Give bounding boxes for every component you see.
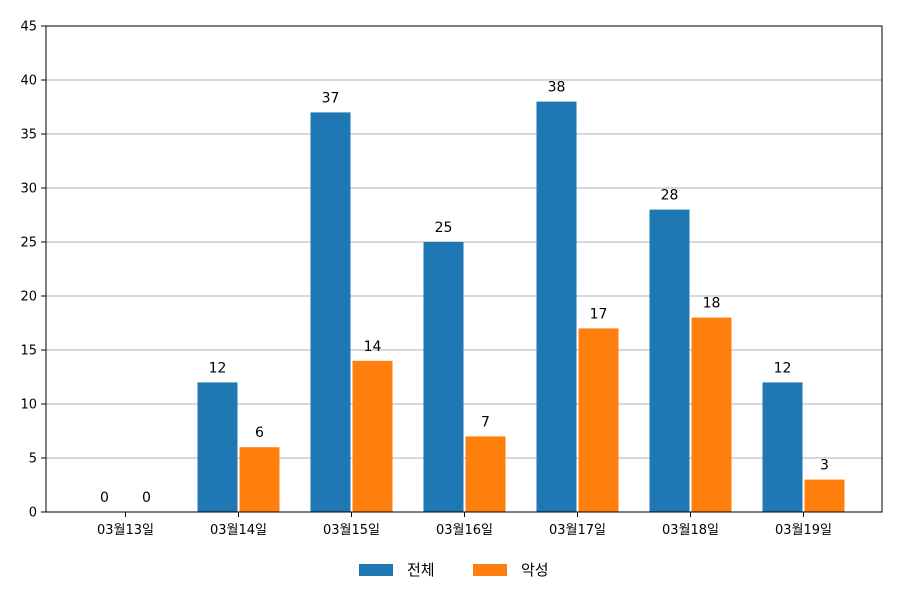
data-label: 38: [548, 80, 566, 96]
bar-malicious: [352, 360, 393, 512]
y-tick-label: 30: [20, 182, 37, 197]
legend-swatch: [473, 564, 507, 576]
bar-total: [310, 112, 351, 513]
data-label: 12: [774, 360, 792, 376]
x-tick-label: 03월18일: [662, 523, 719, 538]
bar-total: [536, 101, 577, 512]
y-tick-label: 35: [20, 128, 37, 143]
plot-frame: [45, 25, 883, 513]
y-tick-label: 25: [20, 236, 37, 251]
grid-lines: [46, 25, 882, 459]
data-label: 28: [661, 188, 679, 204]
bar-total: [649, 209, 690, 512]
y-tick-label: 10: [20, 398, 37, 413]
data-label: 12: [209, 360, 227, 376]
data-label: 25: [435, 220, 453, 236]
data-label: 7: [481, 414, 490, 430]
bar-malicious: [691, 317, 732, 512]
data-label: 6: [255, 425, 264, 441]
bar-total: [423, 242, 464, 512]
y-tick-label: 45: [20, 20, 37, 35]
y-tick-label: 0: [29, 506, 37, 521]
bar-malicious: [804, 479, 845, 512]
y-tick-label: 40: [20, 74, 37, 89]
data-label: 18: [703, 296, 721, 312]
bar-malicious: [578, 328, 619, 512]
legend: 전체 악성: [359, 561, 549, 579]
bar-malicious: [239, 447, 280, 512]
data-label: 14: [364, 339, 382, 355]
x-tick-label: 03월13일: [97, 523, 154, 538]
y-tick-label: 5: [29, 452, 37, 467]
legend-swatch: [359, 564, 393, 576]
data-label: 37: [322, 90, 340, 106]
y-tick-label: 20: [20, 290, 37, 305]
bar-malicious: [465, 436, 506, 512]
data-labels: 0 0 12 6 37 14 25 7 38 17 28 18 12 3: [100, 80, 829, 506]
x-tick-label: 03월19일: [775, 523, 832, 538]
data-label: 0: [142, 490, 151, 506]
x-tick-label: 03월14일: [210, 523, 267, 538]
y-tick-label: 15: [20, 344, 37, 359]
x-tick-label: 03월17일: [549, 523, 606, 538]
legend-label: 악성: [521, 561, 549, 579]
data-label: 17: [590, 306, 608, 322]
bar-total: [762, 382, 803, 512]
x-tick-label: 03월16일: [436, 523, 493, 538]
x-tick-label: 03월15일: [323, 523, 380, 538]
legend-label: 전체: [407, 561, 435, 579]
data-label: 3: [820, 458, 829, 474]
data-label: 0: [100, 490, 109, 506]
bar-total: [197, 382, 238, 512]
bars: [197, 101, 845, 513]
